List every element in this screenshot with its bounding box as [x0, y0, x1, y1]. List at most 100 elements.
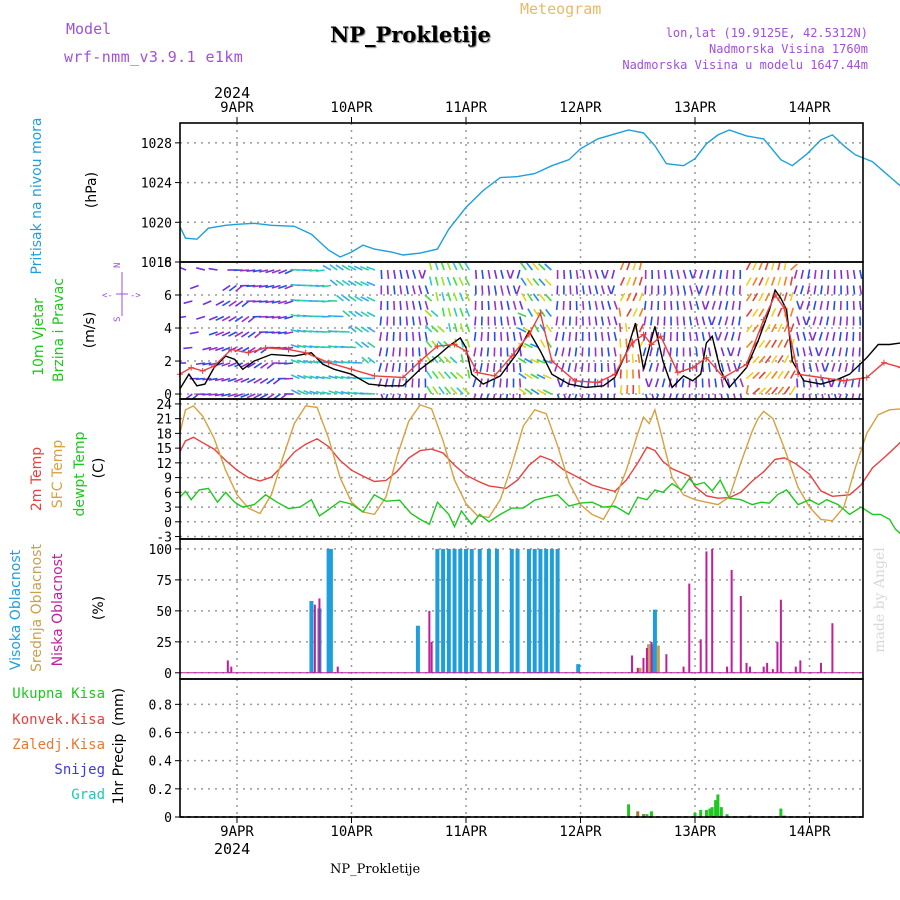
gust-marker	[795, 371, 802, 378]
wind-arrow	[424, 285, 430, 295]
wind-arrow	[530, 388, 540, 395]
wind-arrow	[663, 285, 667, 295]
wind-arrow	[516, 269, 521, 279]
wind-arrow	[704, 300, 710, 310]
wind-arrow	[487, 285, 491, 295]
wind-arrow	[580, 362, 584, 373]
wind-arrow	[411, 285, 416, 295]
wind-arrow	[879, 332, 880, 341]
wind-arrow	[812, 331, 817, 341]
wind-arrow	[898, 379, 899, 388]
wind-arrow	[215, 315, 225, 322]
wind-arrow	[424, 300, 429, 310]
wind-arrow	[682, 269, 687, 279]
freezing-rain-legend: Zaledj.Kisa	[12, 737, 105, 753]
wind-arrow	[265, 284, 275, 289]
bar-niska-oblacnost	[779, 599, 782, 673]
wind-arrow	[600, 300, 605, 310]
wind-arrow	[524, 357, 533, 364]
wind-arrow	[839, 316, 842, 326]
wind-arrow	[695, 285, 700, 295]
wind-arrow	[866, 270, 868, 279]
wind-arrow	[519, 331, 523, 341]
bar-visoka-oblacnost	[458, 548, 463, 673]
wind-arrow	[793, 269, 798, 279]
wind-arrow	[650, 316, 653, 326]
gust-marker	[817, 374, 824, 381]
wind-arrow	[626, 292, 632, 302]
wind-arrow	[588, 285, 592, 295]
wind-arrow	[479, 347, 483, 357]
bar-niska-oblacnost	[318, 598, 321, 673]
wind-arrow	[424, 316, 429, 326]
wind-arrow	[297, 374, 306, 380]
wind-arrow	[221, 377, 231, 382]
wind-arrow	[851, 347, 855, 357]
wind-arrow	[625, 338, 628, 348]
wind-arrow	[446, 262, 452, 271]
wind-arrow	[196, 315, 206, 320]
bar-niska-oblacnost	[745, 662, 748, 673]
wind-arrow	[399, 300, 402, 311]
wind-arrow	[668, 362, 672, 373]
gust-marker	[537, 310, 544, 317]
wind-arrow	[499, 378, 502, 388]
wind-arrow	[335, 279, 344, 287]
wind-arrow	[872, 286, 874, 295]
wind-arrow	[600, 347, 604, 357]
wind-arrow	[265, 331, 275, 334]
wind-arrow	[465, 323, 471, 333]
wind-arrow	[607, 316, 611, 326]
wind-arrow	[202, 346, 212, 351]
wind-arrow	[265, 269, 275, 274]
wind-arrow	[758, 277, 764, 286]
wind-arrow	[758, 355, 766, 364]
wind-arrow	[418, 331, 421, 342]
wind-arrow	[764, 262, 770, 271]
wind-arrow	[745, 262, 752, 271]
wind-arrow	[818, 347, 823, 357]
wind-arrow	[399, 285, 403, 295]
wind-arrow	[626, 308, 632, 317]
wind-arrow	[466, 338, 471, 348]
wind-arrow	[718, 300, 723, 310]
wind-arrow	[826, 285, 830, 295]
wind-arrow	[777, 354, 784, 364]
wind-arrow	[607, 331, 611, 342]
wind-arrow	[493, 300, 497, 311]
wind-arrow	[865, 379, 866, 388]
wind-arrow	[378, 347, 383, 357]
y-tick-label: 0	[164, 667, 172, 682]
wind-arrow	[426, 385, 433, 395]
top-year-label: 2024	[214, 84, 251, 102]
wind-arrow	[758, 292, 765, 302]
wind-arrow	[663, 269, 667, 280]
wind-arrow	[820, 269, 823, 280]
wind-arrow	[613, 331, 618, 341]
wind-arrow	[536, 358, 546, 364]
gust-marker	[417, 358, 424, 365]
wind-arrow	[411, 300, 416, 310]
gust-marker	[325, 359, 332, 366]
wind-arrow	[587, 378, 590, 388]
wind-arrow	[202, 362, 212, 366]
wind-arrow	[241, 315, 250, 323]
wind-arrow	[227, 393, 237, 398]
wind-arrow	[619, 277, 626, 286]
wind-arrow	[632, 276, 637, 286]
wind-arrow	[277, 331, 287, 335]
wind-arrow	[247, 362, 256, 369]
wind-arrow	[278, 284, 288, 290]
wind-arrow	[764, 355, 772, 364]
y-tick-label: 24	[156, 398, 172, 413]
wind-arrow	[826, 300, 830, 311]
wind-arrow	[885, 301, 888, 310]
wind-arrow	[806, 285, 811, 295]
wind-arrow	[177, 286, 186, 288]
bar-ukupna-kisa	[704, 809, 708, 817]
wind-arrow	[315, 284, 325, 288]
wind-arrow	[221, 362, 231, 367]
y-tick-label: 1028	[141, 137, 172, 152]
wind-arrow	[348, 310, 357, 318]
